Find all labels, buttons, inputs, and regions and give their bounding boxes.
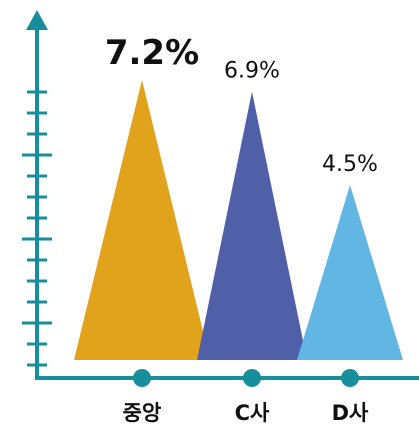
category-marker-1: [133, 369, 151, 387]
category-marker-2: [243, 369, 261, 387]
bar-1: [74, 80, 210, 360]
value-labels: 7.2% 6.9% 4.5%: [105, 33, 378, 177]
y-axis-arrow: [26, 10, 48, 30]
value-label-1: 7.2%: [105, 33, 199, 73]
category-label-2: C사: [235, 401, 270, 425]
category-label-3: D사: [332, 401, 369, 425]
category-label-1: 중앙: [123, 401, 162, 425]
category-labels: 중앙 C사 D사: [123, 401, 369, 425]
bars: [74, 80, 403, 361]
value-label-3: 4.5%: [322, 152, 378, 177]
bar-2: [197, 91, 307, 361]
value-label-2: 6.9%: [224, 59, 280, 84]
category-marker-3: [341, 369, 359, 387]
category-markers: [133, 369, 359, 387]
bar-3: [297, 185, 403, 360]
